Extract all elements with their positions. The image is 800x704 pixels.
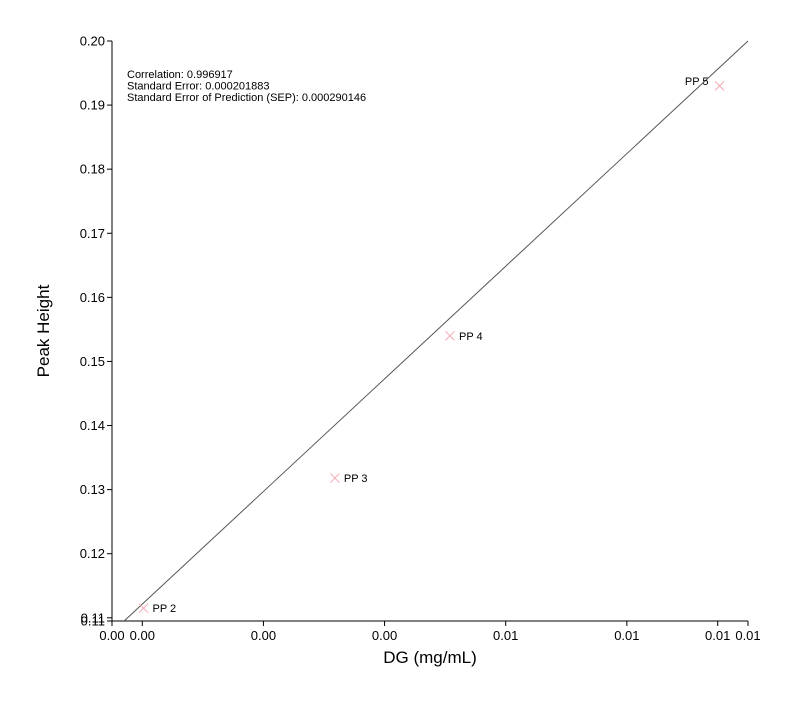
- point-marker: [445, 330, 455, 341]
- x-tick-label: 0.00: [99, 628, 124, 643]
- y-tick-label: 0.18: [80, 162, 105, 177]
- x-tick-label: 0.01: [614, 628, 639, 643]
- x-tick-label: 0.01: [493, 628, 518, 643]
- y-tick-label: 0.12: [80, 546, 105, 561]
- x-tick-label: 0.01: [735, 628, 760, 643]
- data-point: PP 4: [445, 330, 483, 343]
- data-point: PP 5: [685, 76, 725, 91]
- x-ticks: 0.00 0.00 0.00 0.00 0.01 0.01 0.01 0.01: [99, 621, 761, 643]
- y-tick-label: 0.11: [81, 614, 105, 629]
- x-axis-title: DG (mg/mL): [383, 648, 477, 667]
- axes: [111, 41, 748, 622]
- y-tick-label: 0.14: [80, 418, 105, 433]
- point-marker: [138, 603, 149, 614]
- statistic-line: Standard Error of Prediction (SEP): 0.00…: [127, 92, 366, 104]
- y-tick-label: 0.16: [80, 290, 105, 305]
- y-tick-label: 0.13: [80, 482, 105, 497]
- point-marker: [330, 473, 340, 483]
- x-tick-label: 0.00: [372, 628, 397, 643]
- statistic-line: Correlation: 0.996917: [127, 69, 233, 81]
- y-tick-label: 0.19: [80, 98, 105, 113]
- data-points: PP 2 PP 3 PP 4 PP 5: [138, 76, 725, 615]
- x-tick-label: 0.01: [705, 628, 730, 643]
- y-tick-label: 0.11: [81, 610, 105, 625]
- point-label: PP 5: [685, 76, 709, 88]
- data-point: PP 3: [330, 473, 368, 485]
- point-label: PP 4: [459, 331, 483, 343]
- point-label: PP 2: [152, 603, 176, 615]
- x-tick-label: 0.00: [130, 628, 155, 643]
- data-point: PP 2: [138, 603, 176, 615]
- y-axis-title: Peak Height: [34, 284, 53, 377]
- point-label: PP 3: [344, 473, 368, 485]
- regression-line: [123, 40, 749, 622]
- y-tick-label: 0.20: [80, 34, 105, 49]
- y-tick-label: 0.15: [80, 354, 105, 369]
- statistic-line: Standard Error: 0.000201883: [127, 81, 270, 93]
- y-ticks: 0.110.11 0.12 0.13 0.14 0.15 0.16 0.17 0.18 0.19…: [80, 34, 112, 629]
- y-tick-label: 0.17: [80, 226, 105, 241]
- point-marker: [714, 81, 725, 91]
- x-tick-label: 0.00: [251, 628, 276, 643]
